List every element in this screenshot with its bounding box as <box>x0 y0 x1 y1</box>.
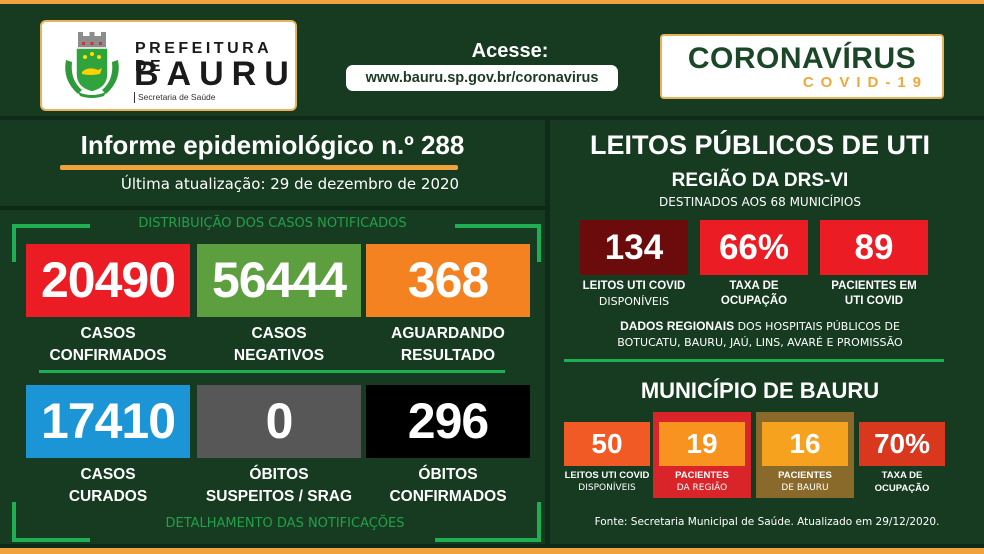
stat-city-icu-available: 50 LEITOS UTI COVID DISPONÍVEIS <box>564 422 650 495</box>
top-accent-bar <box>0 0 984 4</box>
stat-sublabel: OCUPAÇÃO <box>720 295 788 307</box>
stat-label: LEITOS UTI COVID <box>582 280 686 292</box>
stat-value: 50 <box>564 422 650 466</box>
stat-value: 70% <box>859 422 945 466</box>
secretaria-label: Secretaria de Saúde <box>134 92 216 103</box>
frame-corner-bottom-right <box>435 502 541 542</box>
source-note: Fonte: Secretaria Municipal de Saúde. At… <box>594 516 940 528</box>
stat-value: 19 <box>659 422 745 466</box>
stat-label: PACIENTES EM <box>831 280 917 292</box>
city-crest-icon <box>65 32 119 98</box>
region-subtitle: DESTINADOS AOS 68 MUNICÍPIOS <box>659 195 861 209</box>
stat-sublabel: DA REGIÃO <box>676 483 728 493</box>
frame-corner-top-left <box>12 224 90 262</box>
stat-value: 89 <box>820 220 928 275</box>
stat-value: 66% <box>700 220 808 275</box>
stat-sublabel: DISPONÍVEIS <box>598 295 670 308</box>
stat-sublabel: DISPONÍVEIS <box>578 483 636 493</box>
stat-sublabel: OCUPAÇÃO <box>874 483 930 494</box>
region-title: REGIÃO DA DRS-VI <box>671 170 849 191</box>
last-update-text: Última atualização: 29 de dezembro de 20… <box>120 175 460 193</box>
website-link[interactable]: www.bauru.sp.gov.br/coronavirus <box>346 65 618 91</box>
header: PREFEITURA DE BAURU Secretaria de Saúde … <box>0 4 984 116</box>
bottom-accent-bar <box>0 548 984 554</box>
stat-label: AGUARDANDO RESULTADO <box>391 325 505 364</box>
stat-value: 56444 <box>197 244 361 317</box>
informe-title: Informe epidemiológico n.º 288 <box>80 130 465 160</box>
stat-label: ÓBITOS CONFIRMADOS <box>389 466 507 505</box>
stat-value: 134 <box>580 220 688 275</box>
stat-value: 0 <box>197 385 361 458</box>
stat-negative-cases: 56444 CASOS NEGATIVOS <box>197 244 361 367</box>
icu-title: LEITOS PÚBLICOS DE UTI <box>589 130 931 160</box>
prefeitura-logo[interactable]: PREFEITURA DE BAURU Secretaria de Saúde <box>40 20 297 111</box>
stat-region-icu-available: 134 LEITOS UTI COVID DISPONÍVEIS <box>580 220 688 309</box>
details-label: DETALHAMENTO DAS NOTIFICAÇÕES <box>165 516 405 531</box>
stat-label: ÓBITOS SUSPEITOS / SRAG <box>205 466 353 505</box>
stat-value: 17410 <box>26 385 190 458</box>
stat-label: TAXA DE <box>881 470 923 481</box>
informe-panel: Informe epidemiológico n.º 288 Última at… <box>0 120 545 206</box>
cases-panel: DISTRIBUIÇÃO DOS CASOS NOTIFICADOS 20490… <box>0 210 545 544</box>
stat-label: CASOS CONFIRMADOS <box>49 325 167 364</box>
icu-panel: LEITOS PÚBLICOS DE UTI REGIÃO DA DRS-VI … <box>550 120 984 544</box>
distribution-label: DISTRIBUIÇÃO DOS CASOS NOTIFICADOS <box>138 216 407 231</box>
regional-data-note: DADOS REGIONAIS DOS HOSPITAIS PÚBLICOS D… <box>617 319 903 349</box>
stat-city-bauru-patients: 16 PACIENTES DE BAURU <box>762 422 848 495</box>
stat-sublabel: DE BAURU <box>781 483 829 493</box>
stat-recovered-cases: 17410 CASOS CURADOS <box>26 385 190 508</box>
covid-subtitle: COVID-19 <box>802 74 928 91</box>
stat-sublabel: UTI COVID <box>844 295 904 307</box>
prefeitura-label: PREFEITURA DE <box>135 40 272 75</box>
stat-value: 296 <box>366 385 530 458</box>
stat-label: TAXA DE <box>729 280 779 292</box>
stat-city-occupancy: 70% TAXA DE OCUPAÇÃO <box>859 422 945 495</box>
section-divider <box>39 370 505 373</box>
bauru-label: BAURU <box>134 55 297 93</box>
stat-label: PACIENTES <box>778 470 832 481</box>
coronavirus-badge: CORONAVÍRUS COVID-19 <box>660 34 944 99</box>
frame-corner-top-right <box>455 224 541 262</box>
stat-value: 16 <box>762 422 848 466</box>
stat-value: 20490 <box>26 244 190 317</box>
title-underline <box>60 165 458 170</box>
stat-label: CASOS NEGATIVOS <box>233 325 325 364</box>
stat-suspected-deaths: 0 ÓBITOS SUSPEITOS / SRAG <box>197 385 361 508</box>
stat-label: LEITOS UTI COVID <box>564 470 650 481</box>
stat-confirmed-deaths: 296 ÓBITOS CONFIRMADOS <box>366 385 530 508</box>
acesse-label: Acesse: <box>471 40 549 62</box>
section-divider <box>564 359 944 362</box>
stat-region-occupancy: 66% TAXA DE OCUPAÇÃO <box>700 220 808 309</box>
stat-label: PACIENTES <box>675 470 729 481</box>
municipality-title: MUNICÍPIO DE BAURU <box>640 378 880 403</box>
stat-awaiting-results: 368 AGUARDANDO RESULTADO <box>366 244 530 367</box>
stat-city-region-patients: 19 PACIENTES DA REGIÃO <box>659 422 745 495</box>
frame-corner-bottom-left <box>12 502 90 542</box>
stat-label: CASOS CURADOS <box>68 466 148 505</box>
coronavirus-title: CORONAVÍRUS <box>687 42 917 75</box>
stat-value: 368 <box>366 244 530 317</box>
stat-region-icu-patients: 89 PACIENTES EM UTI COVID <box>820 220 928 309</box>
stat-confirmed-cases: 20490 CASOS CONFIRMADOS <box>26 244 190 367</box>
